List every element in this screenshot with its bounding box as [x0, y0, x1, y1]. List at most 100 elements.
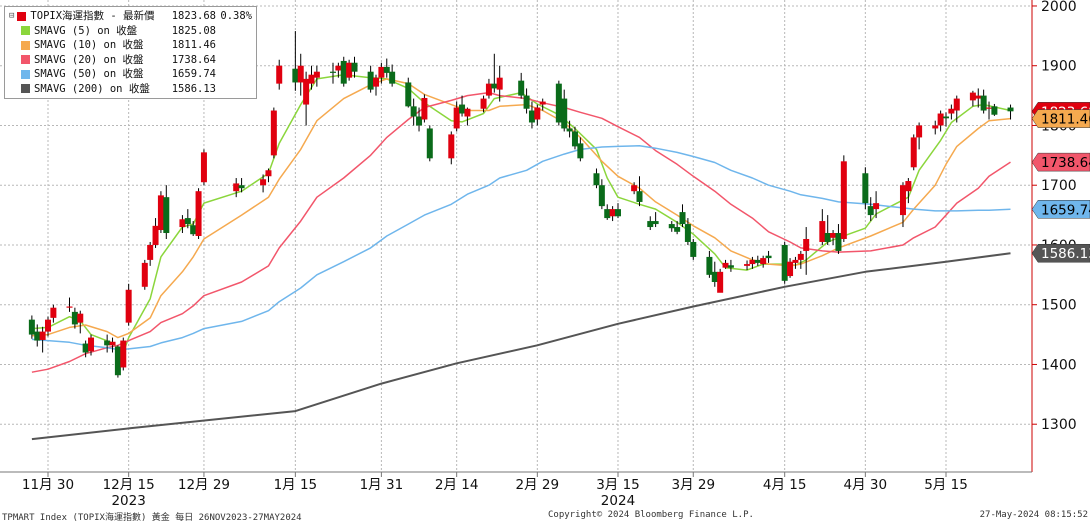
legend-swatch	[21, 26, 30, 36]
candle-body	[598, 185, 605, 207]
candle-body	[109, 341, 116, 346]
candle-body	[577, 143, 584, 159]
candle-body	[104, 340, 111, 346]
candle-body	[727, 265, 734, 268]
candle-body	[518, 80, 525, 96]
x-tick-label: 2月 14	[435, 477, 479, 493]
candle-body	[910, 137, 917, 168]
candle-body	[270, 110, 277, 156]
y-tick-label: 2000	[1041, 0, 1077, 15]
candle-body	[464, 108, 471, 117]
candle-body	[114, 346, 121, 376]
candle-body	[297, 65, 304, 83]
candle-body	[679, 212, 686, 225]
candle-body	[50, 307, 57, 318]
legend-item-smavg20[interactable]: SMAVG (20) on 收盤 1738.64	[9, 53, 252, 68]
legend-value: 1823.68	[171, 10, 216, 22]
candle-body	[528, 110, 535, 123]
candle-body	[760, 258, 767, 265]
candle-body	[373, 77, 380, 87]
candle-body	[340, 60, 347, 84]
candle-body	[405, 82, 412, 107]
candle-body	[410, 106, 417, 117]
candle-body	[496, 77, 503, 90]
candle-body	[28, 319, 35, 335]
candle-body	[485, 83, 492, 96]
x-tick-label: 12月 15	[103, 477, 155, 493]
candle-body	[916, 125, 923, 138]
candle-body	[652, 221, 659, 225]
candle-body	[614, 209, 621, 217]
y-tick-label: 1300	[1041, 417, 1077, 433]
candle-body	[179, 219, 186, 228]
candle-body	[835, 233, 842, 251]
x-year-label: 2024	[601, 493, 635, 509]
candle-body	[71, 311, 78, 325]
legend-value: 1586.13	[171, 82, 216, 95]
y-tick-label: 1500	[1041, 298, 1077, 314]
legend-value: 1811.46	[171, 39, 216, 51]
candle-body	[631, 185, 638, 192]
x-axis: 11月 30 12月 15 12月 29 1月 15 1月 31 2月 14 2月 29 3月…	[22, 472, 968, 509]
price-tag-label: 1811.46	[1041, 112, 1090, 128]
candle-body	[647, 221, 654, 228]
candle-body	[684, 224, 691, 242]
x-tick-label: 3月 29	[671, 477, 715, 493]
candle-body	[88, 337, 95, 352]
candle-body	[480, 98, 487, 109]
candle-body	[604, 209, 611, 219]
legend-value: 1738.64	[171, 53, 216, 66]
price-tag	[1031, 243, 1090, 263]
legend-swatch	[21, 55, 30, 65]
candle-body	[195, 191, 202, 236]
candle-body	[163, 197, 170, 234]
candle-body	[383, 66, 390, 73]
candle-body	[867, 206, 874, 216]
collapse-icon[interactable]: ⊟	[9, 11, 15, 21]
legend-item-smavg5[interactable]: SMAVG (5) on 收盤 1825.08	[9, 24, 252, 39]
candle-body	[453, 107, 460, 129]
candle-body	[346, 62, 353, 78]
candle-body	[265, 170, 272, 177]
candle-body	[82, 343, 89, 353]
legend-label: SMAVG (50) on 收盤	[34, 68, 144, 80]
legend-item-smavg50[interactable]: SMAVG (50) on 收盤 1659.74	[9, 67, 252, 82]
candle-body	[706, 256, 713, 275]
candle-body	[329, 71, 336, 73]
candle-body	[66, 306, 73, 308]
candle-body	[948, 108, 955, 114]
candle-body	[873, 203, 880, 210]
candle-body	[308, 74, 315, 84]
candle-body	[200, 152, 207, 183]
chart-grid	[0, 0, 1030, 472]
candle-body	[534, 107, 541, 120]
candle-body	[313, 71, 320, 78]
candle-body	[335, 65, 342, 71]
legend-label: SMAVG (200) on 收盤	[34, 82, 150, 95]
x-year-label: 2023	[111, 493, 145, 509]
price-tag	[1031, 200, 1090, 219]
candle-body	[797, 253, 804, 260]
legend-value: 1825.08	[171, 24, 216, 37]
candle-body	[157, 195, 164, 231]
legend-item-smavg10[interactable]: SMAVG (10) on 收盤 1811.46	[9, 38, 252, 53]
candle-body	[147, 244, 154, 260]
legend-item-smavg200[interactable]: SMAVG (200) on 收盤 1586.13	[9, 82, 252, 97]
candle-body	[932, 125, 939, 129]
candle-body	[378, 66, 385, 78]
legend-item-topix[interactable]: ⊟ TOPIX海運指數 - 最新價 1823.68 0.38%	[9, 9, 252, 24]
ma-line-200	[31, 252, 1011, 441]
candle-body	[717, 271, 724, 293]
ma-line-10	[31, 78, 1011, 339]
footer-security-info: TPMART Index (TOPIX海運指數) 黃金 每日 26NOV2023…	[2, 513, 302, 523]
price-tag-label: 1659.74	[1041, 202, 1090, 218]
candle-body	[953, 98, 960, 111]
candle-body	[34, 331, 41, 341]
candle-body	[803, 238, 810, 251]
candle-body	[561, 98, 568, 129]
legend-label: SMAVG (20) on 收盤	[34, 53, 144, 66]
footer-copyright: Copyright© 2024 Bloomberg Finance L.P.	[548, 510, 754, 520]
candle-body	[389, 71, 396, 84]
ma-line-50	[31, 145, 1011, 351]
